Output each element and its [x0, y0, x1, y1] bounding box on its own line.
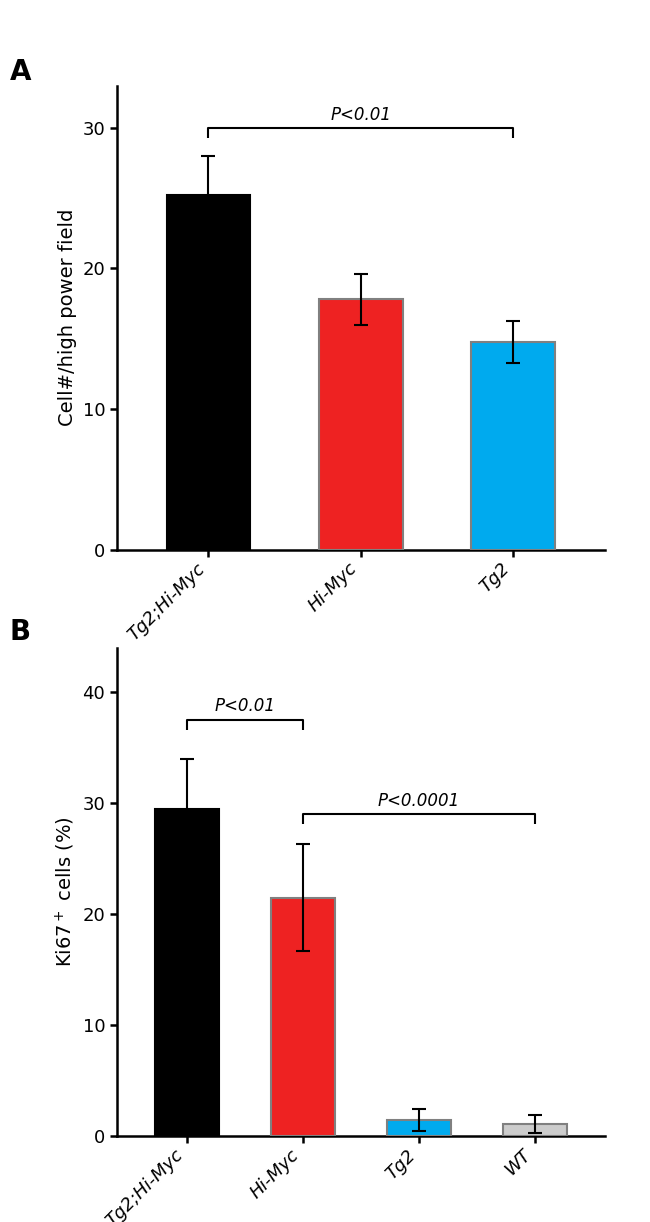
Bar [166, 196, 250, 550]
Bar [319, 299, 402, 550]
Y-axis label: Ki67$^+$ cells (%): Ki67$^+$ cells (%) [53, 816, 77, 968]
Text: A: A [10, 57, 31, 86]
Bar [387, 1119, 450, 1136]
Text: P<0.0001: P<0.0001 [378, 792, 460, 810]
Text: P<0.01: P<0.01 [330, 105, 391, 123]
Text: P<0.01: P<0.01 [214, 698, 275, 715]
Text: B: B [10, 618, 31, 646]
Bar [271, 898, 335, 1136]
Bar [471, 342, 555, 550]
Bar [503, 1124, 567, 1136]
Y-axis label: Cell#/high power field: Cell#/high power field [58, 209, 77, 426]
Bar [155, 809, 218, 1136]
